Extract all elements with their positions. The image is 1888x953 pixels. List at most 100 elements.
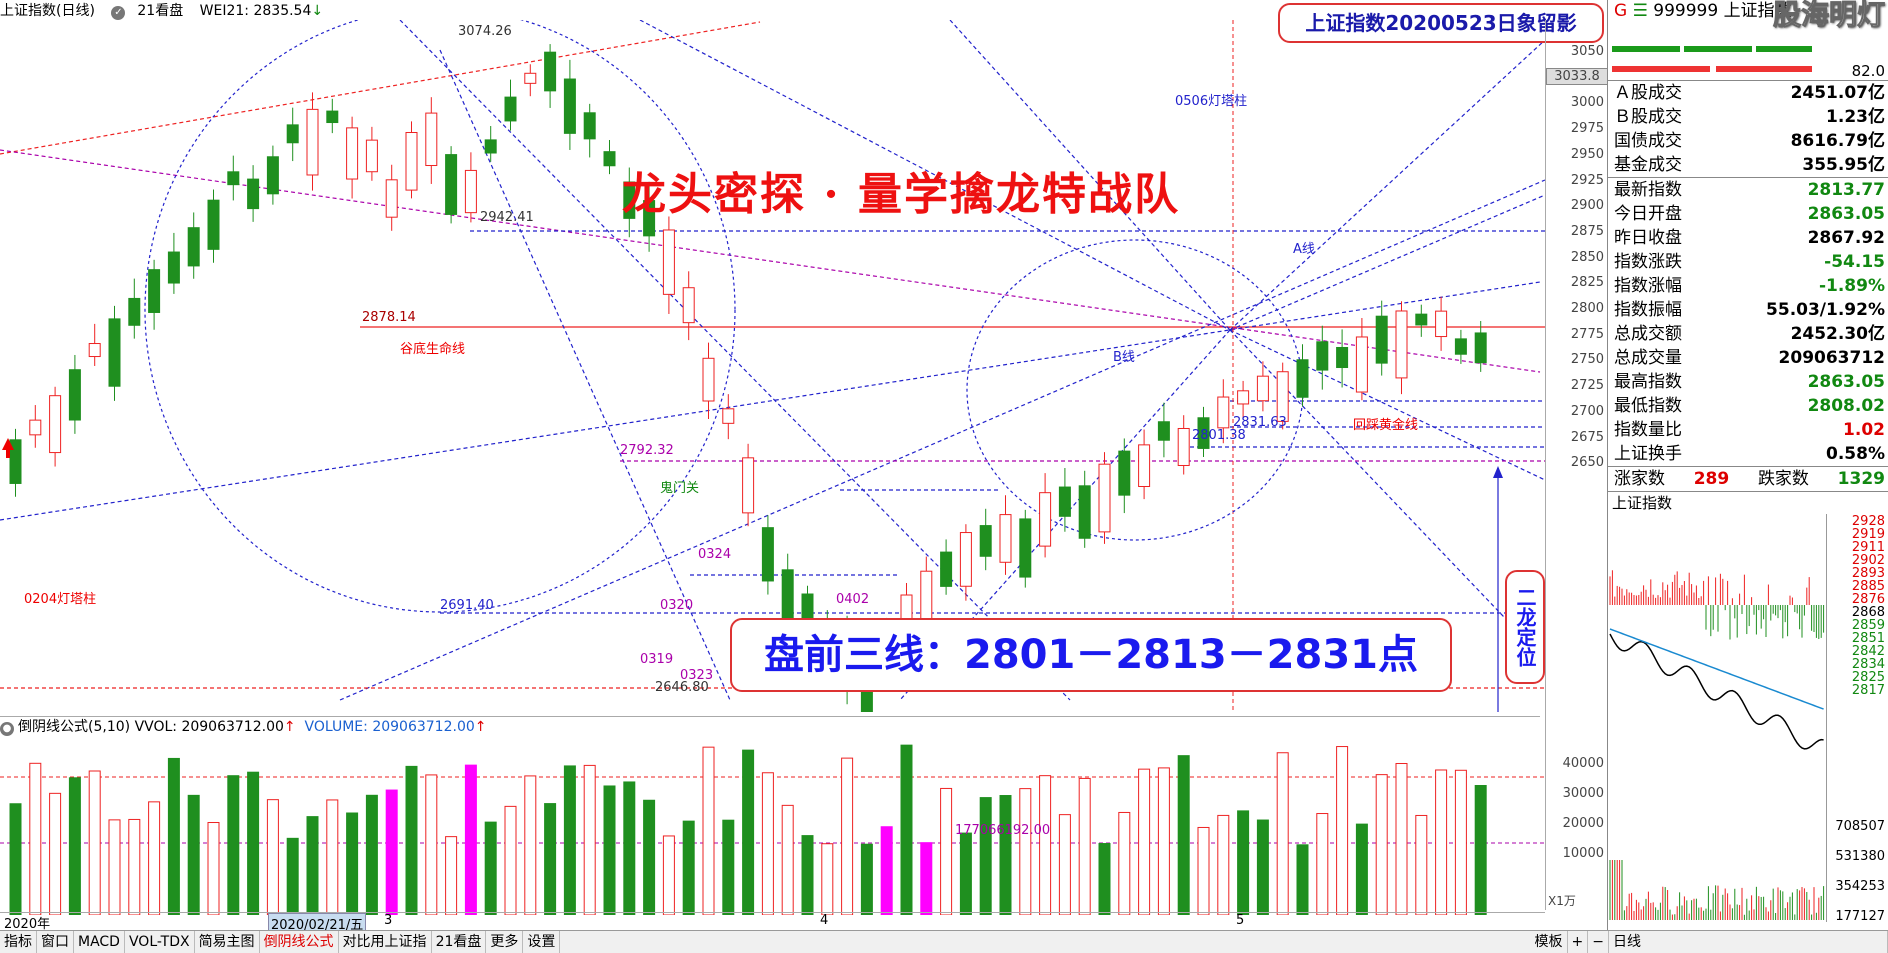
- date-0323: 0323: [680, 668, 714, 683]
- volume-bar: [1078, 777, 1091, 915]
- volume-bar: [425, 774, 438, 915]
- volume-formula-name[interactable]: 倒阴线公式(5,10): [18, 719, 131, 735]
- tab-3[interactable]: VOL-TDX: [125, 931, 195, 953]
- up-count-value: 289: [1693, 469, 1730, 489]
- tab-1[interactable]: 窗口: [37, 931, 74, 953]
- tab-6[interactable]: 对比用上证指: [339, 931, 432, 953]
- candle: [1435, 310, 1448, 338]
- candle: [445, 154, 458, 215]
- template-button[interactable]: 模板: [1531, 931, 1568, 953]
- period-button[interactable]: 日线: [1609, 931, 1888, 953]
- candle: [1336, 346, 1349, 369]
- avg-line: [1609, 628, 1824, 710]
- volume-bar: [1197, 826, 1210, 915]
- volume-tick: 30000: [1562, 786, 1604, 801]
- candle: [1395, 310, 1408, 379]
- price-tick: 2800: [1570, 301, 1604, 316]
- volume-bar: [1138, 768, 1151, 915]
- volume-bar: [266, 799, 279, 915]
- tab-8[interactable]: 更多: [486, 931, 524, 953]
- zoom-in-button[interactable]: +: [1568, 931, 1589, 953]
- quote-value: 0.58%: [1826, 444, 1885, 464]
- volume-bar: [662, 835, 675, 915]
- mini-price-tick: 2911: [1851, 540, 1885, 555]
- p2801-label: 2801.38: [1192, 428, 1246, 443]
- volume-bar: [504, 805, 517, 915]
- volume-bar: [1435, 769, 1448, 915]
- volume-bar: [999, 795, 1012, 915]
- volume-bar: [247, 771, 260, 915]
- candle: [1138, 444, 1151, 488]
- check-circle-icon[interactable]: ✓: [111, 6, 126, 20]
- candle: [346, 127, 359, 180]
- date-0324: 0324: [698, 547, 732, 562]
- volume-title-bar: ● 倒阴线公式(5,10) VVOL: 209063712.00↑ VOLUME:…: [0, 716, 1540, 737]
- zoom-out-button[interactable]: −: [1588, 931, 1609, 953]
- tab-4[interactable]: 简易主图: [195, 931, 260, 953]
- candles-group: [9, 44, 1487, 712]
- quote-value: 55.03/1.92%: [1766, 300, 1885, 320]
- price-tick: 2775: [1570, 326, 1604, 342]
- price-tick: 2750: [1570, 352, 1604, 368]
- ghost-gate-label: 鬼门关: [660, 481, 700, 496]
- volume-bar: [603, 785, 616, 915]
- volume-bar: [464, 764, 477, 915]
- mini-price-tick: 2842: [1851, 644, 1885, 659]
- candle: [583, 112, 596, 140]
- candle: [702, 357, 715, 402]
- price-tick: 2900: [1570, 198, 1604, 214]
- volume-bar: [682, 820, 695, 915]
- candle: [1098, 463, 1111, 533]
- volume-bar: [187, 794, 200, 915]
- quote-value: -54.15: [1824, 252, 1885, 272]
- p2792-label: 2792.32: [620, 443, 674, 458]
- volume-bar: [1415, 814, 1428, 915]
- tab-9[interactable]: 设置: [523, 931, 561, 953]
- volume-bar: [524, 775, 537, 915]
- price-tick: 2675: [1570, 429, 1604, 445]
- tab-5[interactable]: 倒阴线公式: [260, 931, 339, 953]
- quote-row: 指数量比 1.02: [1608, 418, 1888, 442]
- volume-bar: [900, 744, 913, 915]
- volume-bar: [9, 803, 22, 915]
- mode-label[interactable]: 21看盘: [137, 3, 184, 19]
- candle: [722, 408, 735, 424]
- volume-bar: [544, 803, 557, 915]
- volume-bar: [742, 749, 755, 915]
- candlestick-chart[interactable]: [0, 20, 1545, 712]
- price-tick: 2975: [1570, 121, 1604, 137]
- candle: [187, 227, 200, 267]
- quote-row: 上证换手 0.58%: [1608, 442, 1888, 466]
- mini-price-tick: 2851: [1851, 631, 1885, 646]
- tab-7[interactable]: 21看盘: [432, 931, 487, 953]
- up-arrow-icon: ↑: [474, 719, 487, 735]
- tab-0[interactable]: 指标: [0, 931, 37, 953]
- volume-bar: [29, 762, 42, 915]
- volume-bar: [88, 770, 101, 915]
- volume-bar: [841, 757, 854, 915]
- price-line: [1609, 633, 1824, 750]
- candle: [1474, 332, 1487, 364]
- gear-icon[interactable]: ●: [0, 722, 14, 736]
- volume-bar: [148, 801, 161, 915]
- month-3: 3: [384, 913, 393, 928]
- quote-label: 总成交量: [1614, 348, 1682, 368]
- tab-2[interactable]: MACD: [74, 931, 125, 953]
- candle: [128, 297, 141, 326]
- quote-value: 2808.02: [1807, 396, 1885, 416]
- top-banner: 上证指数20200523日象留影: [1278, 3, 1604, 43]
- volume-bar: [761, 772, 774, 915]
- candle: [29, 419, 42, 436]
- volume-bar: [959, 832, 972, 915]
- candle: [563, 78, 576, 134]
- volume-tick: 20000: [1562, 816, 1604, 831]
- menu-icon[interactable]: ☰: [1632, 1, 1648, 21]
- price-tick: 3000: [1570, 95, 1604, 111]
- volume-chart: [0, 744, 1545, 915]
- volume-bar: [365, 794, 378, 915]
- mini-chart-title: 上证指数: [1612, 494, 1673, 512]
- mini-price-tick: 2859: [1851, 618, 1885, 633]
- candle: [544, 51, 557, 92]
- group-tag: G: [1614, 1, 1628, 21]
- date-0320: 0320: [660, 598, 694, 613]
